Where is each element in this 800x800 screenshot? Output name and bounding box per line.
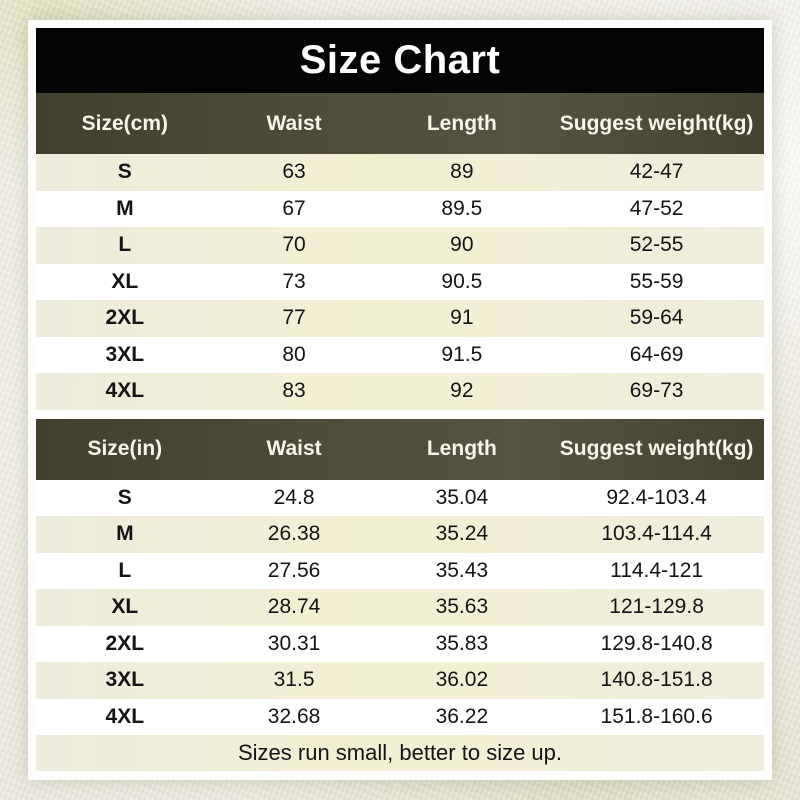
value-cell: 80 (282, 342, 306, 366)
value-cell: 103.4-114.4 (601, 522, 712, 546)
value-cell: 59-64 (629, 306, 684, 330)
value-cell: 90 (450, 233, 474, 257)
value-cell: 32.68 (267, 704, 321, 728)
value-cell: 151.8-160.6 (600, 704, 713, 728)
table-row-s: S 63 89 42-47 (36, 154, 764, 191)
size-cell: 4XL (105, 704, 145, 728)
header-cell: Suggest weight(kg) (559, 437, 754, 460)
table-row-l: L 70 90 52-55 (36, 227, 764, 264)
header-cell: Length (426, 437, 497, 460)
value-cell: 83 (282, 379, 306, 403)
table-row-s: S 24.8 35.04 92.4-103.4 (36, 479, 764, 516)
value-cell: 67 (282, 196, 306, 220)
table-row-2xl: 2XL 77 91 59-64 (36, 300, 764, 337)
size-cell: 2XL (105, 631, 145, 655)
value-cell: 140.8-151.8 (600, 668, 713, 692)
header-cell: Size(cm) (81, 111, 168, 135)
table-row-xl: XL 73 90.5 55-59 (36, 263, 764, 300)
table-row-4xl: 4XL 83 92 69-73 (36, 373, 764, 410)
value-cell: 55-59 (629, 269, 684, 293)
size-chart-title-banner: Size Chart (36, 28, 764, 93)
value-cell: 28.74 (267, 595, 321, 619)
value-cell: 30.31 (267, 631, 321, 655)
size-cell: L (118, 558, 132, 582)
header-cell: Length (426, 111, 497, 135)
value-cell: 73 (282, 269, 306, 293)
value-cell: 35.24 (435, 522, 489, 546)
header-cell: Size(in) (87, 437, 163, 460)
table-row-4xl: 4XL 32.68 36.22 151.8-160.6 (36, 698, 764, 735)
header-cell: Waist (266, 111, 322, 135)
size-cell: 3XL (105, 342, 145, 366)
value-cell: 35.04 (435, 485, 489, 509)
table-row-m: M 67 89.5 47-52 (36, 190, 764, 227)
size-cell: XL (111, 269, 139, 293)
value-cell: 69-73 (629, 379, 684, 403)
size-table-cm: Size(cm) Waist Length Suggest weight(kg) S 63… (36, 93, 764, 410)
table-row-m: M 26.38 35.24 103.4-114.4 (36, 516, 764, 553)
value-cell: 129.8-140.8 (600, 631, 713, 655)
table-header-row: Size(cm) Waist Length Suggest weight(kg) (36, 93, 764, 154)
value-cell: 121-129.8 (609, 595, 704, 619)
header-cell: Waist (266, 437, 322, 460)
size-cell: XL (111, 595, 139, 619)
size-cell: L (118, 233, 132, 257)
value-cell: 63 (282, 160, 306, 184)
table-row-3xl: 3XL 80 91.5 64-69 (36, 336, 764, 373)
size-cell: 4XL (105, 379, 145, 403)
value-cell: 27.56 (267, 558, 321, 582)
size-table-in: Size(in) Waist Length Suggest weight(kg) S 24… (36, 418, 764, 735)
value-cell: 31.5 (273, 668, 315, 692)
value-cell: 36.02 (435, 668, 489, 692)
value-cell: 92.4-103.4 (606, 485, 707, 509)
footer-note-row: Sizes run small, better to size up. (36, 735, 764, 771)
size-cell: M (116, 522, 134, 546)
value-cell: 91 (450, 306, 474, 330)
value-cell: 77 (282, 306, 306, 330)
size-cell: 3XL (105, 668, 145, 692)
value-cell: 89 (450, 160, 474, 184)
size-cell: S (117, 160, 132, 184)
value-cell: 64-69 (629, 342, 684, 366)
value-cell: 114.4-121 (610, 558, 704, 582)
value-cell: 35.63 (435, 595, 489, 619)
footer-note: Sizes run small, better to size up. (237, 740, 563, 765)
value-cell: 52-55 (629, 233, 684, 257)
table-row-2xl: 2XL 30.31 35.83 129.8-140.8 (36, 625, 764, 662)
value-cell: 36.22 (435, 704, 489, 728)
value-cell: 42-47 (629, 160, 684, 184)
value-cell: 89.5 (441, 196, 483, 220)
table-header-row: Size(in) Waist Length Suggest weight(kg) (36, 418, 764, 480)
value-cell: 35.83 (435, 631, 489, 655)
value-cell: 26.38 (267, 522, 321, 546)
value-cell: 24.8 (273, 485, 315, 509)
header-cell: Suggest weight(kg) (559, 111, 754, 135)
size-cell: 2XL (105, 306, 145, 330)
size-chart-panel: Size Chart Size(cm) Waist Length Suggest we… (28, 20, 772, 780)
value-cell: 92 (450, 379, 474, 403)
value-cell: 70 (282, 233, 306, 257)
table-row-3xl: 3XL 31.5 36.02 140.8-151.8 (36, 662, 764, 699)
value-cell: 47-52 (629, 196, 684, 220)
size-cell: M (116, 196, 134, 220)
value-cell: 90.5 (441, 269, 483, 293)
page-title: Size Chart (299, 38, 501, 82)
value-cell: 91.5 (441, 342, 483, 366)
size-cell: S (117, 485, 132, 509)
table-row-xl: XL 28.74 35.63 121-129.8 (36, 589, 764, 626)
value-cell: 35.43 (435, 558, 489, 582)
size-tables: Size(cm) Waist Length Suggest weight(kg) S 63… (36, 93, 764, 735)
table-row-l: L 27.56 35.43 114.4-121 (36, 552, 764, 589)
